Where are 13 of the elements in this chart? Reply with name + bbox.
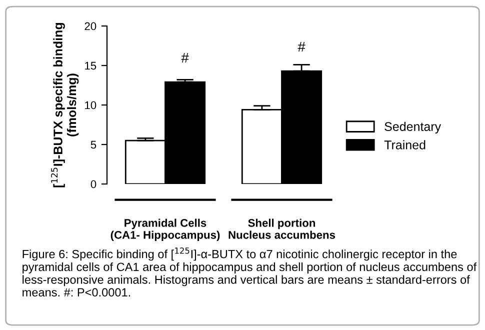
annotation: #: [181, 53, 189, 63]
y-tick-label: 15: [85, 62, 96, 70]
annotation: #: [298, 42, 306, 52]
y-tick-label: 0: [90, 180, 96, 188]
y-axis-title: [$^{125}$I]-BUTX specific binding (fmols/mg): [51, 23, 79, 188]
legend-label: Sedentary: [384, 122, 442, 134]
x-tick-label: Pyramidal Cells (CA1- Hippocampus): [110, 218, 220, 242]
legend-label: Trained: [384, 140, 426, 150]
y-tick-label: 10: [85, 101, 96, 110]
y-tick-label: 5: [90, 140, 96, 149]
x-tick-label: Shell portion Nucleus accumbens: [228, 218, 336, 239]
y-tick-label: 20: [84, 22, 96, 30]
caption: Figure 6: Specific binding of [$^{125}$I]-α-BUTX to α7 nicotinic cholinergic receptor in the pyramidal cells of CA1 area of hippocampus and shell portion of nucleus accumbens of less-responsive animals. Histograms and vertical bars are means ± standard-errors of means. #: P<0.0001.: [22, 248, 477, 297]
